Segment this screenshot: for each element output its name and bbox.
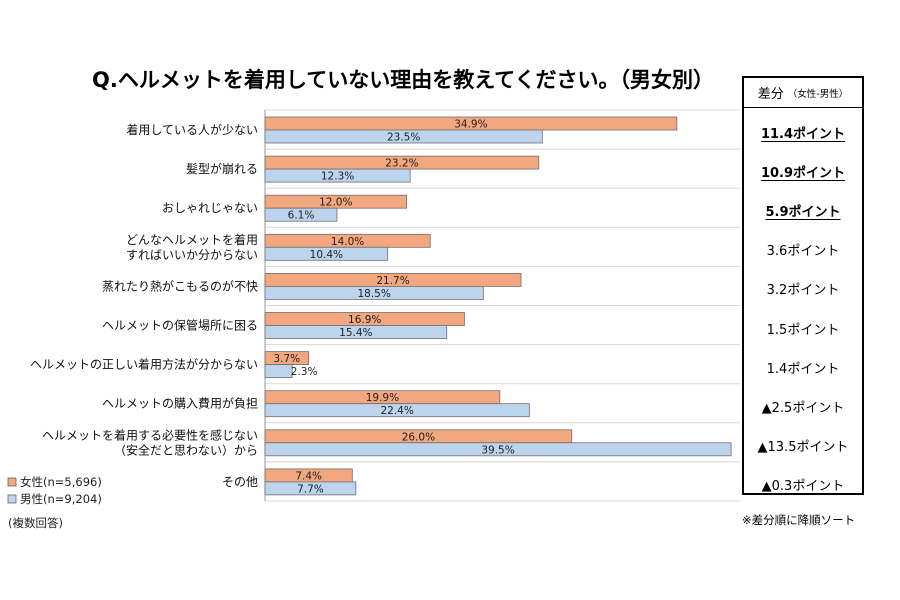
data-label: 18.5% [357, 288, 390, 300]
category-label: どんなヘルメットを着用 [126, 232, 258, 247]
category-label: その他 [222, 475, 258, 489]
difference-value: 3.6ポイント [766, 244, 840, 260]
bar-male [264, 129, 543, 144]
difference-value: 1.5ポイント [766, 322, 840, 338]
bar-male [264, 481, 357, 496]
data-label: 2.3% [291, 366, 318, 378]
difference-value: ▲2.5ポイント [761, 400, 845, 416]
data-label: 23.5% [387, 132, 420, 144]
category-label: おしゃれじゃない [162, 201, 258, 215]
bars: 34.9% 23.5% 23.2% 12.3% 12.0% 6.1% 14.0%10.4% 2… [264, 116, 732, 496]
data-label: 21.7% [376, 275, 409, 287]
data-label: 15.4% [339, 327, 372, 339]
data-label: 12.0% [319, 197, 352, 209]
data-label: 10.4% [310, 249, 343, 261]
data-label: 7.7% [297, 483, 324, 495]
category-label: ヘルメットの正しい着用方法が分からない [30, 357, 258, 372]
sort-note: ※差分順に降順ソート [742, 513, 856, 527]
data-label: 23.2% [385, 158, 418, 170]
bar-male [264, 364, 293, 379]
data-label: 22.4% [380, 405, 413, 417]
legend-male-text: 男性(n=9,204) [20, 492, 102, 506]
data-label: 39.5% [481, 444, 514, 456]
difference-value: 1.4ポイント [766, 361, 840, 377]
category-label: すればいいか分からない [126, 248, 258, 262]
difference-header-subtitle: （女性-男性） [787, 88, 849, 100]
data-label: 6.1% [288, 210, 315, 222]
bar-male [264, 403, 530, 418]
difference-value: ▲0.3ポイント [761, 478, 845, 494]
data-label: 12.3% [321, 171, 354, 183]
multiple-answer-note: (複数回答) [8, 516, 63, 530]
bar-male [264, 168, 411, 183]
data-label: 19.9% [366, 392, 399, 404]
category-label: ヘルメットの購入費用が負担 [102, 396, 258, 411]
legend: 女性(n=5,696) 男性(n=9,204) (複数回答) [7, 475, 102, 530]
bar-male [264, 246, 389, 261]
data-label: 26.0% [402, 431, 435, 443]
bar-male [264, 285, 484, 300]
difference-header: 差分 （女性-男性） [744, 78, 862, 108]
gridlines [264, 109, 740, 502]
category-labels: 着用している人が少ない髪型が崩れるおしゃれじゃないどんなヘルメットを着用すればい… [30, 122, 258, 489]
bar-chart: 34.9% 23.5% 23.2% 12.3% 12.0% 6.1% 14.0%10.4% 2… [7, 109, 740, 530]
data-label: 16.9% [348, 314, 381, 326]
difference-value: ▲13.5ポイント [757, 439, 849, 455]
difference-value: 5.9ポイント [765, 205, 841, 221]
category-label: 髪型が崩れる [186, 161, 258, 176]
bar-male [264, 207, 338, 222]
category-label: 着用している人が少ない [126, 122, 258, 137]
bar-male [264, 325, 448, 339]
data-label: 34.9% [454, 119, 487, 131]
data-label: 14.0% [331, 236, 364, 248]
difference-value: 11.4ポイント [760, 127, 846, 142]
data-label: 3.7% [273, 353, 300, 365]
category-label: 蒸れたり熱がこもるのが不快 [102, 278, 258, 293]
legend-female-text: 女性(n=5,696) [20, 475, 102, 489]
category-label: （安全だと思わない）から [114, 442, 258, 457]
difference-value: 3.2ポイント [766, 283, 840, 299]
difference-table: 差分 （女性-男性） 11.4ポイント 10.9ポイント 5.9ポイント 3.6ポイン… [742, 76, 864, 495]
bar-male [264, 442, 732, 457]
chart-title: Q.ヘルメットを着用していない理由を教えてください。（男女別） [92, 68, 715, 92]
category-label: ヘルメットの保管場所に困る [102, 318, 258, 333]
legend-male-swatch [7, 494, 17, 504]
difference-value: 10.9ポイント [760, 166, 846, 182]
legend-female-swatch [7, 477, 17, 487]
data-label: 7.4% [295, 470, 322, 482]
category-label: ヘルメットを着用する必要性を感じない [42, 427, 258, 442]
difference-header-title: 差分 [757, 87, 784, 102]
